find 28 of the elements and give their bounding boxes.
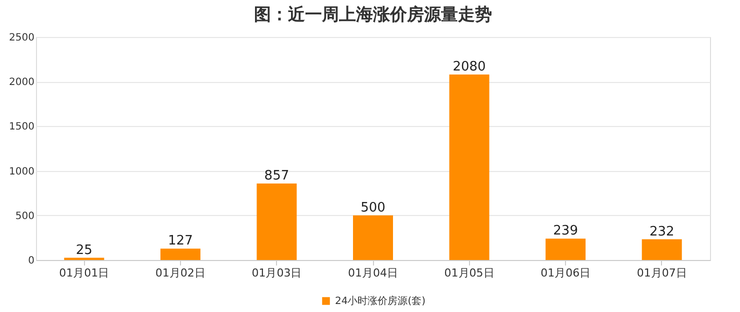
x-tick-label: 01月05日	[444, 266, 494, 280]
bar	[256, 184, 297, 260]
bar	[546, 238, 586, 260]
y-tick-label: 1000	[9, 166, 34, 178]
data-label: 25	[76, 242, 92, 258]
y-tick-label: 2000	[9, 77, 34, 88]
x-tick-label: 01月01日	[59, 266, 110, 280]
bar	[642, 239, 682, 260]
data-label: 127	[168, 234, 193, 249]
data-label: 239	[553, 224, 578, 239]
y-tick-label: 500	[15, 210, 34, 222]
x-tick-label: 01月02日	[155, 266, 206, 280]
data-label: 2080	[452, 59, 486, 74]
chart-title: 图：近一周上海涨价房源量走势	[254, 5, 492, 25]
y-tick-label: 2500	[9, 32, 34, 44]
x-tick-label: 01月04日	[348, 266, 398, 280]
y-tick-label: 1500	[9, 122, 34, 133]
data-label: 500	[360, 200, 386, 216]
legend-label: 24小时涨价房源(套)	[335, 295, 426, 307]
y-tick-label: 0	[28, 256, 34, 266]
bar	[160, 248, 200, 260]
bar	[449, 74, 490, 260]
x-tick-label: 01月06日	[540, 266, 591, 280]
data-label: 232	[649, 224, 674, 240]
x-tick-label: 01月03日	[252, 266, 302, 280]
x-tick-label: 01月07日	[636, 266, 687, 280]
bar	[353, 215, 393, 260]
data-label: 857	[264, 168, 290, 184]
